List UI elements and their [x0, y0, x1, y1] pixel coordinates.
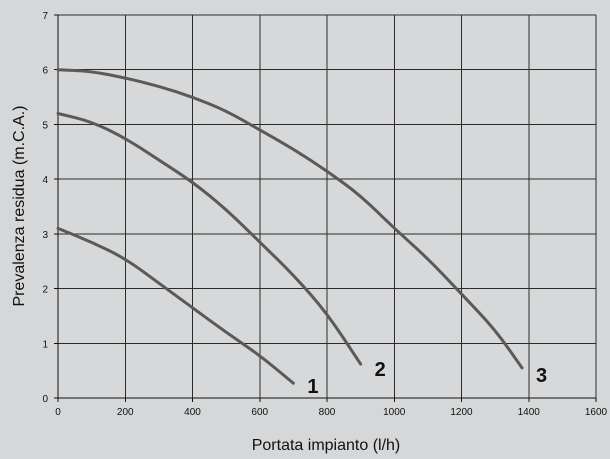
y-tick-label: 7 — [42, 11, 48, 22]
y-tick-label: 2 — [42, 285, 48, 296]
series-label-3: 3 — [536, 365, 547, 387]
x-tick-label: 1200 — [450, 407, 473, 418]
grid — [58, 14, 597, 398]
series-lines — [56, 68, 524, 385]
y-tick-label: 5 — [42, 120, 48, 131]
series-label-2: 2 — [375, 359, 386, 381]
y-tick-label: 6 — [42, 66, 48, 77]
x-axis-title: Portata impianto (l/h) — [252, 437, 401, 454]
x-tick-label: 1400 — [518, 407, 541, 418]
x-tick-label: 1000 — [383, 407, 406, 418]
series-line-2 — [56, 111, 363, 366]
tick-labels: 0 200 400 600 800 1000 1200 1400 1600 0 1 2 3 4 5 6 7 — [42, 11, 607, 418]
series-labels: 1 2 3 — [307, 359, 547, 398]
y-tick-label: 1 — [42, 339, 48, 350]
x-tick-label: 600 — [251, 407, 268, 418]
x-tick-label: 800 — [319, 407, 336, 418]
series-line-1 — [56, 226, 295, 385]
x-tick-label: 400 — [184, 407, 201, 418]
series-label-1: 1 — [307, 376, 318, 398]
y-axis-title: Prevalenza residua (m.C.A.) — [11, 106, 28, 307]
y-tick-label: 3 — [42, 230, 48, 241]
x-tick-label: 0 — [55, 407, 61, 418]
y-tick-label: 4 — [42, 175, 48, 186]
series-line-3 — [56, 68, 524, 370]
x-tick-label: 200 — [117, 407, 134, 418]
axes — [54, 14, 597, 402]
x-tick-label: 1600 — [585, 407, 608, 418]
y-tick-label: 0 — [42, 394, 48, 405]
